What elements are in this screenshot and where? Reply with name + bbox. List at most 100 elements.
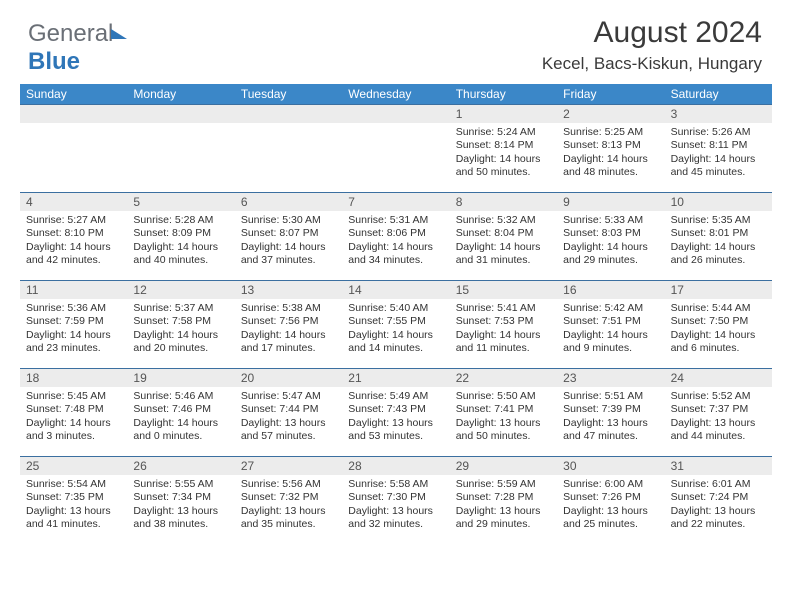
day-info: Sunrise: 5:35 AMSunset: 8:01 PMDaylight:… [665,211,772,272]
sunrise-text: Sunrise: 5:54 AM [26,478,121,491]
day-number: . [127,105,234,123]
day-info: Sunrise: 5:38 AMSunset: 7:56 PMDaylight:… [235,299,342,360]
sunrise-text: Sunrise: 5:50 AM [456,390,551,403]
daylight-text: Daylight: 14 hours and 42 minutes. [26,241,121,268]
day-of-week-header: Sunday [20,84,127,104]
sunrise-text: Sunrise: 5:26 AM [671,126,766,139]
location-label: Kecel, Bacs-Kiskun, Hungary [20,54,762,74]
day-of-week-header: Friday [557,84,664,104]
sunset-text: Sunset: 7:37 PM [671,403,766,416]
sunrise-text: Sunrise: 5:35 AM [671,214,766,227]
calendar-cell: 10Sunrise: 5:35 AMSunset: 8:01 PMDayligh… [665,192,772,280]
day-info: Sunrise: 5:51 AMSunset: 7:39 PMDaylight:… [557,387,664,448]
calendar-cell: 14Sunrise: 5:40 AMSunset: 7:55 PMDayligh… [342,280,449,368]
sunset-text: Sunset: 8:03 PM [563,227,658,240]
daylight-text: Daylight: 14 hours and 23 minutes. [26,329,121,356]
day-info: Sunrise: 5:49 AMSunset: 7:43 PMDaylight:… [342,387,449,448]
day-number: . [342,105,449,123]
day-number: . [235,105,342,123]
daylight-text: Daylight: 14 hours and 34 minutes. [348,241,443,268]
sunset-text: Sunset: 7:41 PM [456,403,551,416]
sunset-text: Sunset: 7:26 PM [563,491,658,504]
calendar-cell: 15Sunrise: 5:41 AMSunset: 7:53 PMDayligh… [450,280,557,368]
day-of-week-header: Tuesday [235,84,342,104]
calendar-cell: 23Sunrise: 5:51 AMSunset: 7:39 PMDayligh… [557,368,664,456]
calendar-cell: 20Sunrise: 5:47 AMSunset: 7:44 PMDayligh… [235,368,342,456]
calendar-cell: 28Sunrise: 5:58 AMSunset: 7:30 PMDayligh… [342,456,449,544]
sunset-text: Sunset: 8:01 PM [671,227,766,240]
empty-cell: . [235,104,342,192]
sunrise-text: Sunrise: 5:27 AM [26,214,121,227]
daylight-text: Daylight: 13 hours and 57 minutes. [241,417,336,444]
daylight-text: Daylight: 13 hours and 44 minutes. [671,417,766,444]
day-info: Sunrise: 6:01 AMSunset: 7:24 PMDaylight:… [665,475,772,536]
daylight-text: Daylight: 13 hours and 47 minutes. [563,417,658,444]
calendar-cell: 31Sunrise: 6:01 AMSunset: 7:24 PMDayligh… [665,456,772,544]
daylight-text: Daylight: 14 hours and 48 minutes. [563,153,658,180]
calendar-cell: 13Sunrise: 5:38 AMSunset: 7:56 PMDayligh… [235,280,342,368]
day-info: Sunrise: 5:46 AMSunset: 7:46 PMDaylight:… [127,387,234,448]
sunrise-text: Sunrise: 5:55 AM [133,478,228,491]
empty-cell: . [342,104,449,192]
day-number: 6 [235,193,342,211]
daylight-text: Daylight: 13 hours and 35 minutes. [241,505,336,532]
day-info: Sunrise: 5:33 AMSunset: 8:03 PMDaylight:… [557,211,664,272]
day-number: 18 [20,369,127,387]
day-number: 14 [342,281,449,299]
day-info: Sunrise: 5:37 AMSunset: 7:58 PMDaylight:… [127,299,234,360]
sunset-text: Sunset: 8:07 PM [241,227,336,240]
day-number: 19 [127,369,234,387]
sunrise-text: Sunrise: 5:44 AM [671,302,766,315]
sunrise-text: Sunrise: 5:33 AM [563,214,658,227]
sunrise-text: Sunrise: 5:49 AM [348,390,443,403]
calendar-cell: 1Sunrise: 5:24 AMSunset: 8:14 PMDaylight… [450,104,557,192]
day-number: 21 [342,369,449,387]
sunset-text: Sunset: 7:55 PM [348,315,443,328]
sunrise-text: Sunrise: 5:51 AM [563,390,658,403]
day-number: 27 [235,457,342,475]
day-info: Sunrise: 5:40 AMSunset: 7:55 PMDaylight:… [342,299,449,360]
day-info: Sunrise: 5:44 AMSunset: 7:50 PMDaylight:… [665,299,772,360]
day-info: Sunrise: 5:59 AMSunset: 7:28 PMDaylight:… [450,475,557,536]
sunset-text: Sunset: 7:59 PM [26,315,121,328]
daylight-text: Daylight: 14 hours and 17 minutes. [241,329,336,356]
sunrise-text: Sunrise: 5:52 AM [671,390,766,403]
daylight-text: Daylight: 14 hours and 11 minutes. [456,329,551,356]
sunset-text: Sunset: 7:46 PM [133,403,228,416]
sunrise-text: Sunrise: 5:56 AM [241,478,336,491]
day-number: 30 [557,457,664,475]
sunrise-text: Sunrise: 5:28 AM [133,214,228,227]
day-info: Sunrise: 5:28 AMSunset: 8:09 PMDaylight:… [127,211,234,272]
daylight-text: Daylight: 14 hours and 50 minutes. [456,153,551,180]
calendar-cell: 5Sunrise: 5:28 AMSunset: 8:09 PMDaylight… [127,192,234,280]
sunrise-text: Sunrise: 5:31 AM [348,214,443,227]
day-number: 24 [665,369,772,387]
daylight-text: Daylight: 13 hours and 25 minutes. [563,505,658,532]
day-of-week-header: Monday [127,84,234,104]
calendar-cell: 17Sunrise: 5:44 AMSunset: 7:50 PMDayligh… [665,280,772,368]
day-number: 12 [127,281,234,299]
daylight-text: Daylight: 14 hours and 40 minutes. [133,241,228,268]
day-number: 1 [450,105,557,123]
sunset-text: Sunset: 8:11 PM [671,139,766,152]
daylight-text: Daylight: 14 hours and 20 minutes. [133,329,228,356]
sunrise-text: Sunrise: 5:41 AM [456,302,551,315]
empty-cell: . [20,104,127,192]
day-number: 17 [665,281,772,299]
daylight-text: Daylight: 13 hours and 29 minutes. [456,505,551,532]
sunset-text: Sunset: 8:14 PM [456,139,551,152]
day-info: Sunrise: 5:30 AMSunset: 8:07 PMDaylight:… [235,211,342,272]
sunset-text: Sunset: 7:28 PM [456,491,551,504]
sunset-text: Sunset: 8:06 PM [348,227,443,240]
sunset-text: Sunset: 7:35 PM [26,491,121,504]
day-info: Sunrise: 5:25 AMSunset: 8:13 PMDaylight:… [557,123,664,184]
calendar-cell: 6Sunrise: 5:30 AMSunset: 8:07 PMDaylight… [235,192,342,280]
sunset-text: Sunset: 7:53 PM [456,315,551,328]
sunrise-text: Sunrise: 6:01 AM [671,478,766,491]
sunrise-text: Sunrise: 5:25 AM [563,126,658,139]
daylight-text: Daylight: 13 hours and 38 minutes. [133,505,228,532]
day-info: Sunrise: 5:32 AMSunset: 8:04 PMDaylight:… [450,211,557,272]
calendar-cell: 3Sunrise: 5:26 AMSunset: 8:11 PMDaylight… [665,104,772,192]
sunrise-text: Sunrise: 6:00 AM [563,478,658,491]
sunrise-text: Sunrise: 5:45 AM [26,390,121,403]
